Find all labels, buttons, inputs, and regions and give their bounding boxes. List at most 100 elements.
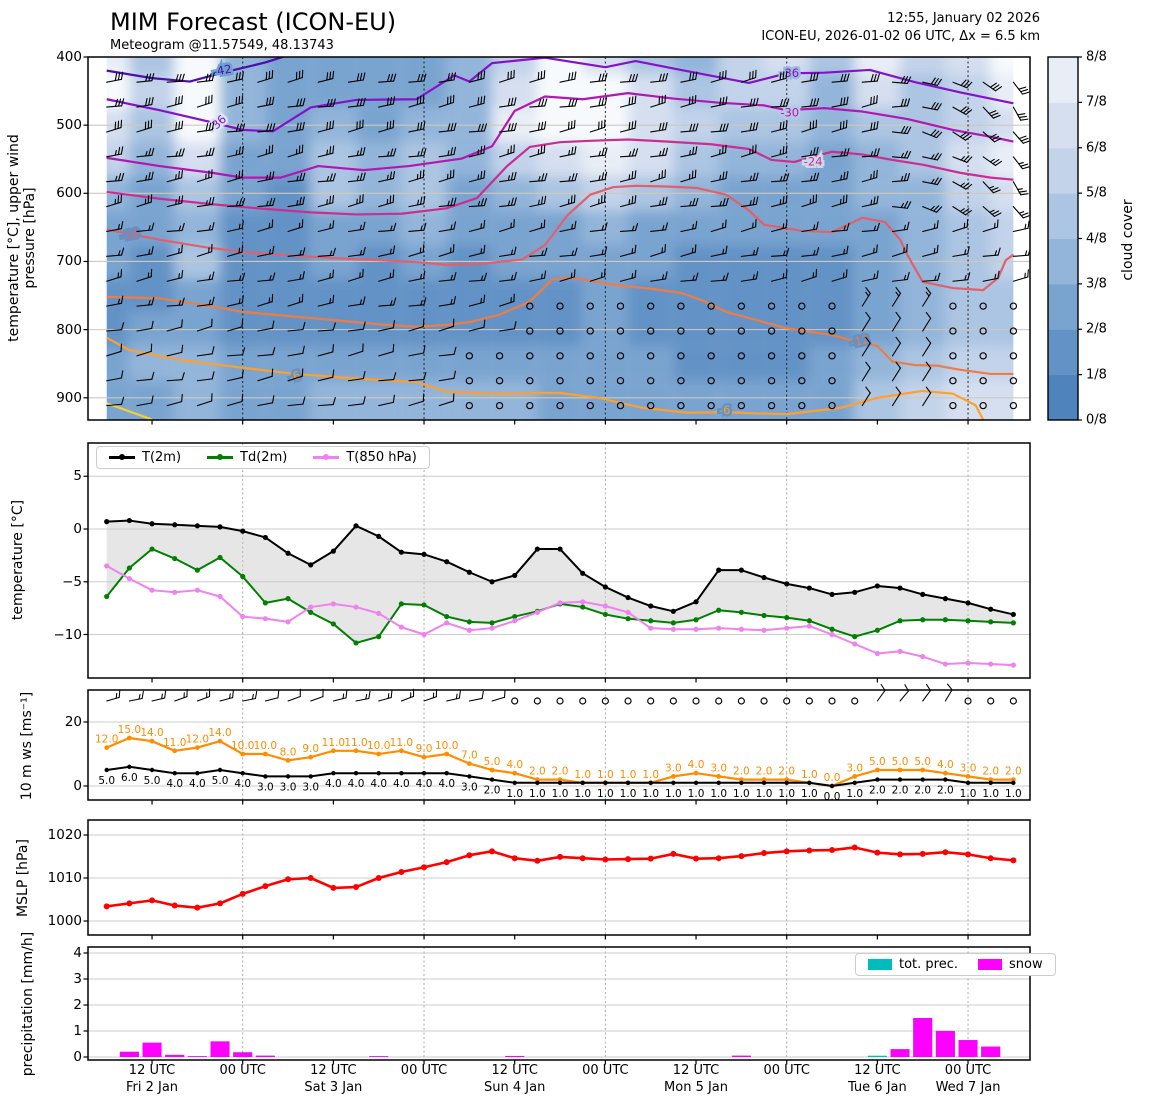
mslp-gridlines — [88, 820, 1030, 935]
temperature-ytick: 0 — [73, 521, 82, 537]
pressure-ytick: 600 — [56, 185, 82, 202]
svg-text:2.0: 2.0 — [733, 766, 750, 778]
legend-label: T(2m) — [142, 450, 182, 465]
cloud-gridlines — [88, 57, 1030, 420]
temperature-legend: T(2m) Td(2m) T(850 hPa) — [96, 446, 430, 469]
svg-text:2.0: 2.0 — [778, 766, 795, 778]
svg-text:1.0: 1.0 — [552, 788, 569, 800]
colorbar-tick: 8/8 — [1086, 49, 1107, 65]
svg-text:5.0: 5.0 — [144, 775, 161, 787]
t2m-line — [104, 517, 1016, 618]
precipitation-panel-ticks — [151, 1060, 969, 1065]
svg-text:4.0: 4.0 — [506, 759, 523, 771]
temperature-panel-ticks — [151, 678, 969, 683]
precipitation-ytick: 3 — [73, 971, 82, 987]
svg-text:4.0: 4.0 — [688, 759, 705, 771]
ws-line — [104, 764, 1016, 789]
svg-text:1.0: 1.0 — [506, 788, 523, 800]
isotherm-labels: -42-36-36-30-24-18-12-6-6 — [117, 59, 873, 420]
legend-swatch — [978, 959, 1003, 970]
wind-ytick: 20 — [64, 714, 82, 730]
svg-text:1.0: 1.0 — [574, 769, 591, 781]
x-tick-day: Sat 3 Jan — [304, 1080, 363, 1095]
svg-text:5.0: 5.0 — [98, 775, 115, 787]
isotherm-label: -30 — [780, 105, 799, 119]
isotherm-contours — [106, 57, 1015, 420]
legend-label: Td(2m) — [240, 450, 288, 465]
x-tick-time: 00 UTC — [763, 1063, 810, 1078]
svg-text:4.0: 4.0 — [370, 778, 387, 790]
svg-text:11.0: 11.0 — [390, 737, 413, 749]
svg-text:3.0: 3.0 — [302, 781, 319, 793]
t850-line — [104, 563, 1016, 668]
legend-item: snow — [978, 957, 1043, 972]
svg-text:1.0: 1.0 — [574, 788, 591, 800]
legend-line-swatch — [109, 454, 135, 461]
x-tick-time: 00 UTC — [944, 1063, 992, 1078]
svg-text:1.0: 1.0 — [597, 788, 614, 800]
svg-text:2.0: 2.0 — [484, 785, 501, 797]
svg-text:3.0: 3.0 — [846, 762, 863, 774]
svg-text:4.0: 4.0 — [234, 778, 251, 790]
svg-text:5.0: 5.0 — [914, 756, 931, 768]
svg-text:2.0: 2.0 — [552, 766, 569, 778]
x-tick-day: Mon 5 Jan — [664, 1080, 729, 1095]
colorbar-tick: 2/8 — [1086, 321, 1107, 337]
svg-text:12.0: 12.0 — [186, 734, 209, 746]
svg-text:3.0: 3.0 — [710, 762, 727, 774]
svg-text:5.0: 5.0 — [212, 775, 229, 787]
svg-text:4.0: 4.0 — [416, 778, 433, 790]
mslp-ytick: 1020 — [47, 827, 82, 843]
wind-panel-border — [87, 689, 1031, 801]
svg-text:4.0: 4.0 — [438, 778, 455, 790]
colorbar-tick: 6/8 — [1086, 140, 1107, 156]
page-subtitle: Meteogram @11.57549, 48.13743 — [110, 38, 334, 53]
legend-item: tot. prec. — [868, 957, 958, 972]
svg-text:2.0: 2.0 — [937, 785, 954, 797]
precipitation-ytick: 1 — [73, 1023, 82, 1039]
colorbar-tick: 4/8 — [1086, 231, 1107, 246]
svg-text:10.0: 10.0 — [435, 740, 458, 752]
svg-text:10.0: 10.0 — [367, 740, 390, 752]
svg-text:10.0: 10.0 — [231, 740, 254, 752]
mslp-ytick: 1000 — [47, 913, 82, 929]
svg-text:4.0: 4.0 — [166, 778, 183, 790]
svg-text:1.0: 1.0 — [620, 769, 637, 781]
colorbar — [1047, 56, 1082, 421]
mslp-panel-ticks — [151, 935, 969, 940]
x-tick-day: Tue 6 Jan — [847, 1080, 907, 1095]
svg-text:2.0: 2.0 — [914, 785, 931, 797]
svg-text:3.0: 3.0 — [960, 762, 977, 774]
svg-text:1.0: 1.0 — [960, 788, 977, 800]
pressure-ytick: 800 — [56, 321, 82, 338]
svg-text:1.0: 1.0 — [710, 788, 727, 800]
svg-text:3.0: 3.0 — [461, 781, 478, 793]
svg-text:5.0: 5.0 — [892, 756, 909, 768]
svg-text:8.0: 8.0 — [280, 746, 297, 758]
svg-text:6.0: 6.0 — [121, 772, 138, 784]
svg-text:7.0: 7.0 — [461, 750, 478, 762]
svg-text:0.0: 0.0 — [824, 791, 841, 803]
svg-text:14.0: 14.0 — [140, 727, 163, 739]
temperature-ytick: −10 — [53, 626, 83, 643]
svg-text:2.0: 2.0 — [892, 785, 909, 797]
legend-item: T(2m) — [109, 450, 181, 465]
svg-text:2.0: 2.0 — [982, 766, 999, 778]
svg-text:5.0: 5.0 — [869, 756, 886, 768]
wind-ytick: 0 — [73, 778, 82, 794]
isotherm-label: -6 — [719, 403, 730, 417]
svg-text:12.0: 12.0 — [95, 734, 118, 746]
legend-line-swatch — [207, 454, 234, 461]
legend-swatch — [868, 959, 892, 970]
svg-text:3.0: 3.0 — [257, 781, 274, 793]
precipitation-bars — [119, 1018, 1001, 1057]
svg-text:1.0: 1.0 — [801, 788, 818, 800]
x-tick-time: 12 UTC — [672, 1063, 720, 1078]
x-tick-time: 12 UTC — [310, 1063, 357, 1078]
svg-text:4.0: 4.0 — [937, 759, 954, 771]
upper-wind-barbs — [106, 69, 1030, 410]
svg-text:3.0: 3.0 — [665, 762, 682, 774]
colorbar-tick: 7/8 — [1086, 94, 1107, 110]
svg-text:1.0: 1.0 — [529, 788, 546, 800]
